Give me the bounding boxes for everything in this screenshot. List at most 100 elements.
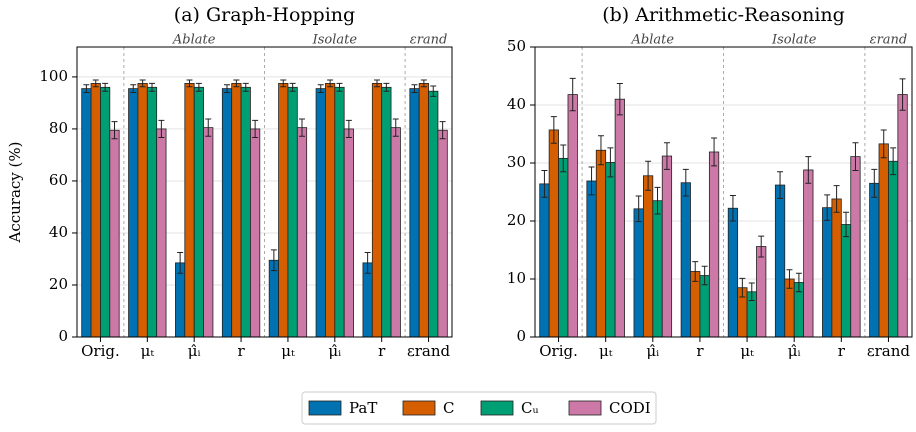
bar xyxy=(221,88,233,338)
error-bar xyxy=(597,135,604,166)
x-tick-label: r xyxy=(838,342,846,360)
error-bar xyxy=(92,79,99,88)
x-tick-label: μₜ xyxy=(740,342,754,360)
bar xyxy=(539,183,550,338)
y-tick-label: 0 xyxy=(58,327,68,345)
bar xyxy=(287,86,298,338)
error-bar xyxy=(852,142,859,172)
group-label: Isolate xyxy=(771,33,817,48)
bar xyxy=(409,88,420,338)
axes-frame xyxy=(534,46,913,338)
error-bar xyxy=(805,156,812,184)
bar xyxy=(642,175,654,338)
error-bar xyxy=(654,186,661,215)
legend-swatch xyxy=(402,400,436,416)
error-bar xyxy=(777,171,784,199)
error-bar xyxy=(299,118,305,137)
error-bar xyxy=(899,78,906,111)
legend-swatch xyxy=(480,400,514,416)
bar xyxy=(250,128,261,338)
chart-title: (b) Arithmetic-Reasoning xyxy=(602,4,845,26)
bar xyxy=(567,94,578,338)
error-bar xyxy=(411,84,418,94)
error-bar xyxy=(439,121,446,140)
error-bar xyxy=(645,160,652,191)
error-bar xyxy=(280,79,287,88)
legend-box xyxy=(301,391,657,425)
error-bar xyxy=(111,121,118,140)
y-tick-label: 60 xyxy=(49,171,68,189)
bar xyxy=(605,162,616,338)
error-bar xyxy=(186,79,193,88)
legend-swatch xyxy=(308,400,342,416)
y-tick-label: 0 xyxy=(516,327,526,345)
error-bar xyxy=(560,144,567,173)
bar xyxy=(109,129,120,338)
x-tick-label: r xyxy=(696,342,704,360)
x-tick-label: μₜ xyxy=(599,342,613,360)
error-bar xyxy=(345,119,352,139)
y-tick-label: 50 xyxy=(507,37,526,55)
y-tick-label: 40 xyxy=(507,95,526,113)
x-tick-label: r xyxy=(378,342,386,360)
bar xyxy=(831,198,842,338)
bar xyxy=(184,83,195,338)
error-bar xyxy=(758,235,765,258)
bar xyxy=(878,143,889,338)
x-tick-label: μ̂ᵢ xyxy=(646,342,659,360)
error-bar xyxy=(739,277,746,298)
legend-label: PaT xyxy=(349,399,377,417)
error-bar xyxy=(880,129,887,159)
x-tick-label: μ̂ᵢ xyxy=(188,342,201,360)
x-tick-label: Orig. xyxy=(539,342,578,360)
error-bar xyxy=(692,261,699,282)
error-bar xyxy=(327,79,334,88)
bar xyxy=(680,182,691,338)
x-tick-label: μₜ xyxy=(141,342,155,360)
bar xyxy=(661,155,673,338)
error-bar xyxy=(748,282,755,301)
group-label: εrand xyxy=(410,33,448,48)
bar xyxy=(193,86,204,338)
error-bar xyxy=(569,77,576,112)
bar xyxy=(100,86,111,338)
x-tick-label: μ̂ᵢ xyxy=(328,342,341,360)
error-bar xyxy=(364,251,371,274)
bar xyxy=(869,182,880,338)
x-tick-label: Orig. xyxy=(81,342,120,360)
error-bar xyxy=(139,79,146,88)
bar xyxy=(203,127,214,338)
bar xyxy=(240,86,251,338)
bar xyxy=(390,127,401,338)
error-bar xyxy=(843,211,850,238)
error-bar xyxy=(233,79,240,88)
bar xyxy=(156,128,167,338)
error-bar xyxy=(824,194,831,221)
bar xyxy=(708,151,720,338)
bar xyxy=(756,246,767,338)
bar xyxy=(888,160,899,338)
axes-frame xyxy=(76,46,453,338)
bar xyxy=(90,83,101,338)
y-tick-label: 10 xyxy=(507,269,526,287)
bar xyxy=(774,184,786,338)
bar xyxy=(595,149,607,338)
error-bar xyxy=(550,116,557,144)
error-bar xyxy=(205,118,212,137)
error-bar xyxy=(158,119,165,139)
group-label: Isolate xyxy=(312,33,358,48)
bar xyxy=(296,127,308,338)
bar xyxy=(343,128,354,338)
error-bar xyxy=(374,79,380,88)
error-bar xyxy=(130,84,137,94)
y-tick-label: 40 xyxy=(49,223,68,241)
error-bar xyxy=(701,265,708,286)
bar xyxy=(418,83,429,338)
bar xyxy=(371,83,383,338)
bar xyxy=(558,157,569,338)
bar xyxy=(146,86,158,338)
bar xyxy=(803,169,814,338)
bar xyxy=(633,208,644,338)
bar xyxy=(652,200,663,338)
